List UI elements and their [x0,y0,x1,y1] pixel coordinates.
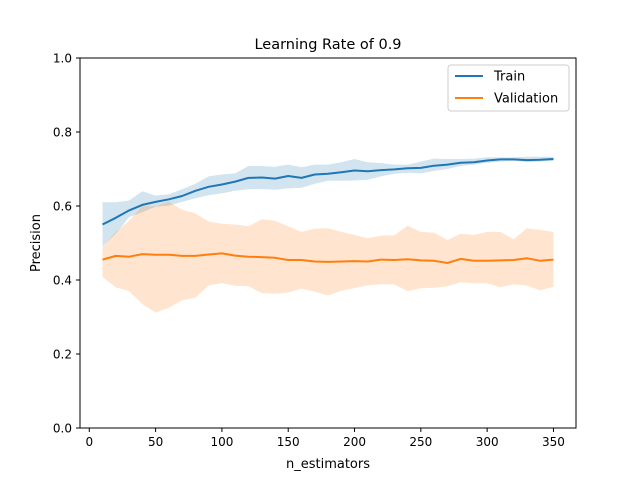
y-axis-label: Precision [29,214,44,272]
x-tick-label: 200 [343,435,366,449]
series-lines [102,158,554,264]
legend-label-validation: Validation [494,92,558,107]
y-tick-label: 1.0 [53,52,72,66]
y-tick-label: 0.8 [53,126,72,140]
legend-label-train: Train [493,70,525,85]
band-validation [102,201,554,313]
x-tick-label: 300 [476,435,499,449]
x-axis: 0 50 100 150 200 250 300 350 [85,428,565,449]
x-tick-label: 50 [148,435,163,449]
y-tick-label: 0.0 [53,422,72,436]
chart-title: Learning Rate of 0.9 [254,37,401,53]
y-tick-label: 0.2 [53,348,72,362]
x-tick-label: 150 [277,435,300,449]
confidence-bands [102,156,554,313]
band-train [102,156,554,247]
line-validation [102,252,554,264]
plot-area [102,156,554,313]
x-tick-label: 350 [542,435,565,449]
legend: Train Validation [447,64,570,112]
y-tick-label: 0.6 [53,200,72,214]
x-tick-label: 100 [210,435,233,449]
line-train [102,158,554,226]
axes-frame [79,57,577,429]
x-axis-label: n_estimators [286,457,370,472]
x-tick-label: 250 [409,435,432,449]
y-tick-label: 0.4 [53,274,72,288]
y-axis: 0.0 0.2 0.4 0.6 0.8 1.0 [53,52,80,436]
x-tick-label: 0 [85,435,93,449]
